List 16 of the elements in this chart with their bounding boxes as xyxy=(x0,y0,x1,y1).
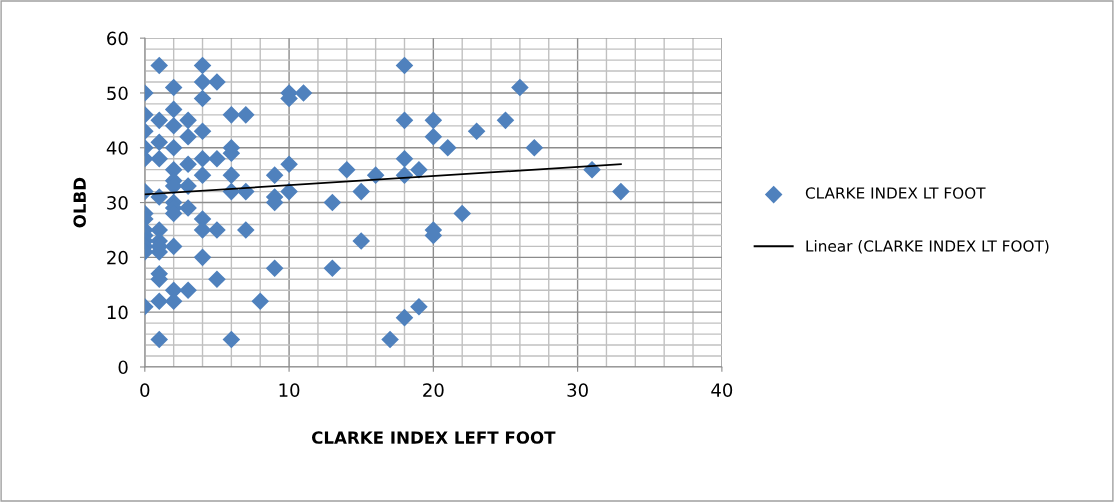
x-tick-label: 0 xyxy=(140,383,150,397)
x-tick-label: 30 xyxy=(567,383,588,397)
x-tick-label: 20 xyxy=(423,383,444,397)
y-tick-label: 0 xyxy=(118,360,128,375)
y-tick-label: 20 xyxy=(107,250,128,265)
y-axis-title: OLBD xyxy=(73,177,86,228)
y-tick-label: 60 xyxy=(107,31,128,46)
legend-label: CLARKE INDEX LT FOOT xyxy=(805,187,986,199)
x-tick-label: 10 xyxy=(279,383,300,397)
y-tick-label: 40 xyxy=(106,141,128,155)
legend-label: Linear (CLARKE INDEX LT FOOT) xyxy=(806,239,1049,254)
y-tick-label: 10 xyxy=(107,305,128,320)
x-tick-label: 40 xyxy=(711,383,733,397)
y-tick-label: 50 xyxy=(107,86,128,101)
y-tick-label: 30 xyxy=(107,196,128,210)
x-axis-title: CLARKE INDEX LEFT FOOT xyxy=(312,431,556,444)
